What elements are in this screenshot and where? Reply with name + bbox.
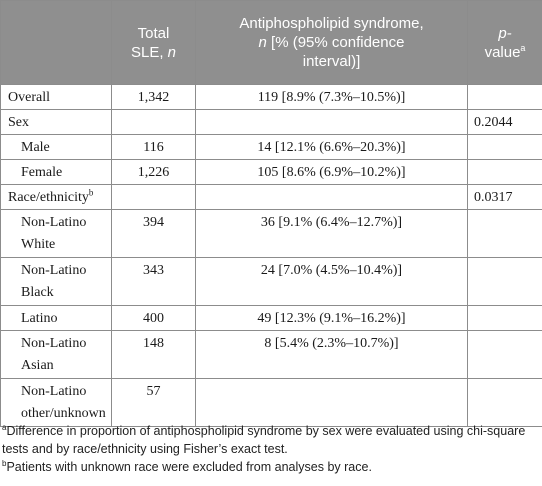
header-aps-line1: Antiphospholipid syndrome, xyxy=(239,15,424,32)
row-label: Sex xyxy=(0,109,112,135)
row-label: Latino xyxy=(0,305,112,331)
header-p-value: p- valuea xyxy=(467,0,542,85)
header-row: Total SLE, n Antiphospholipid syndrome, … xyxy=(0,0,542,85)
footnote-a-text: Difference in proportion of antiphosphol… xyxy=(2,424,526,456)
table-row-female: Female 1,226 105 [8.6% (6.9%–10.2%)] xyxy=(0,159,542,185)
table-row-male: Male 116 14 [12.1% (6.6%–20.3%)] xyxy=(0,134,542,160)
aps-cell: 119 [8.9% (7.3%–10.5%)] xyxy=(195,84,468,110)
p-value-cell xyxy=(467,159,542,185)
total-sle-cell: 343 xyxy=(111,257,196,306)
total-sle-cell: 1,342 xyxy=(111,84,196,110)
footnote-b-mark: b xyxy=(2,458,7,468)
table-row-non-latino-black: Non-Latino Black 343 24 [7.0% (4.5%–10.4… xyxy=(0,257,542,306)
row-label: Female xyxy=(0,159,112,185)
p-value-cell xyxy=(467,134,542,160)
header-total-sle-line2: SLE, xyxy=(130,43,164,61)
row-label: Non-Latino Black xyxy=(0,257,112,306)
header-blank xyxy=(0,0,112,85)
aps-cell xyxy=(195,109,468,135)
footnotes: aDifference in proportion of antiphospho… xyxy=(0,422,538,476)
aps-cell: 36 [9.1% (6.4%–12.7%)] xyxy=(195,209,468,258)
table-row-sex: Sex 0.2044 xyxy=(0,109,542,135)
row-label: Non-Latino Asian xyxy=(0,330,112,379)
total-sle-cell: 57 xyxy=(111,378,196,427)
aps-cell xyxy=(195,184,468,210)
total-sle-cell: 400 xyxy=(111,305,196,331)
aps-cell: 24 [7.0% (4.5%–10.4%)] xyxy=(195,257,468,306)
aps-cell xyxy=(195,378,468,427)
aps-cell: 105 [8.6% (6.9%–10.2%)] xyxy=(195,159,468,185)
header-aps-line2: [% (95% confidence xyxy=(271,34,405,51)
row-label: Overall xyxy=(0,84,112,110)
total-sle-cell xyxy=(111,184,196,210)
footnote-b-text: Patients with unknown race were excluded… xyxy=(6,460,372,474)
p-value-cell xyxy=(467,305,542,331)
header-aps: Antiphospholipid syndrome, n [% (95% con… xyxy=(195,0,468,85)
table-row-latino: Latino 400 49 [12.3% (9.1%–16.2%)] xyxy=(0,305,542,331)
row-label: Male xyxy=(0,134,112,160)
footnote-mark-b: b xyxy=(88,187,94,198)
total-sle-cell: 148 xyxy=(111,330,196,379)
aps-cell: 49 [12.3% (9.1%–16.2%)] xyxy=(195,305,468,331)
header-total-sle-n: n xyxy=(167,43,177,61)
header-p-line2: value xyxy=(484,43,521,61)
row-label: Race/ethnicityb xyxy=(0,184,112,210)
header-total-sle: Total SLE, n xyxy=(111,0,196,85)
header-aps-n: n xyxy=(258,34,267,51)
aps-cell: 8 [5.4% (2.3%–10.7%)] xyxy=(195,330,468,379)
table-row-overall: Overall 1,342 119 [8.9% (7.3%–10.5%)] xyxy=(0,84,542,110)
total-sle-cell xyxy=(111,109,196,135)
p-value-cell xyxy=(467,257,542,306)
header-total-sle-line1: Total xyxy=(137,24,170,42)
table-row-race-ethnicity: Race/ethnicityb 0.0317 xyxy=(0,184,542,210)
p-value-cell xyxy=(467,330,542,379)
table-row-non-latino-white: Non-Latino White 394 36 [9.1% (6.4%–12.7… xyxy=(0,209,542,258)
header-p-footnote-mark: a xyxy=(520,42,526,53)
footnote-b: bPatients with unknown race were exclude… xyxy=(2,458,538,476)
footnote-a-mark: a xyxy=(2,422,7,432)
total-sle-cell: 1,226 xyxy=(111,159,196,185)
p-value-cell xyxy=(467,378,542,427)
aps-cell: 14 [12.1% (6.6%–20.3%)] xyxy=(195,134,468,160)
p-value-cell xyxy=(467,84,542,110)
p-value-cell xyxy=(467,209,542,258)
p-value-cell: 0.0317 xyxy=(467,184,542,210)
total-sle-cell: 116 xyxy=(111,134,196,160)
footnote-a: aDifference in proportion of antiphospho… xyxy=(2,422,538,458)
row-label: Non-Latino White xyxy=(0,209,112,258)
table-row-non-latino-asian: Non-Latino Asian 148 8 [5.4% (2.3%–10.7%… xyxy=(0,330,542,379)
row-label: Non-Latino other/unknown xyxy=(0,378,112,427)
table-row-non-latino-other: Non-Latino other/unknown 57 xyxy=(0,378,542,427)
header-aps-line3: interval)] xyxy=(302,53,361,70)
aps-prevalence-table: Total SLE, n Antiphospholipid syndrome, … xyxy=(0,0,542,427)
header-p-line1: p- xyxy=(498,24,512,42)
p-value-cell: 0.2044 xyxy=(467,109,542,135)
total-sle-cell: 394 xyxy=(111,209,196,258)
